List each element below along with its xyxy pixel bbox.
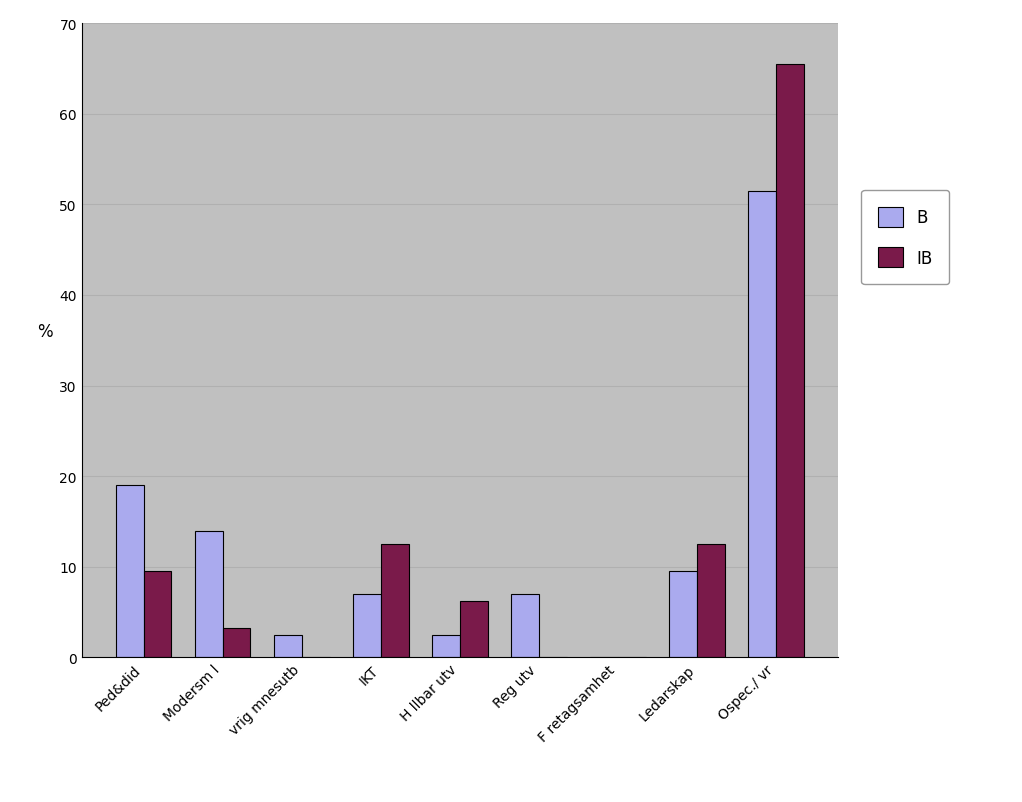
Bar [381, 545, 409, 658]
Bar [748, 192, 776, 658]
Bar [776, 65, 803, 658]
Legend: B, IB: B, IB [862, 191, 949, 285]
Bar [432, 635, 460, 658]
Y-axis label: %: % [38, 323, 53, 341]
Bar [354, 594, 381, 658]
Bar [223, 629, 250, 658]
Bar [511, 594, 539, 658]
Bar [697, 545, 725, 658]
Bar [274, 635, 301, 658]
Bar [144, 572, 172, 658]
Bar [195, 531, 223, 658]
Bar [117, 486, 144, 658]
Bar [669, 572, 697, 658]
Bar [460, 602, 487, 658]
